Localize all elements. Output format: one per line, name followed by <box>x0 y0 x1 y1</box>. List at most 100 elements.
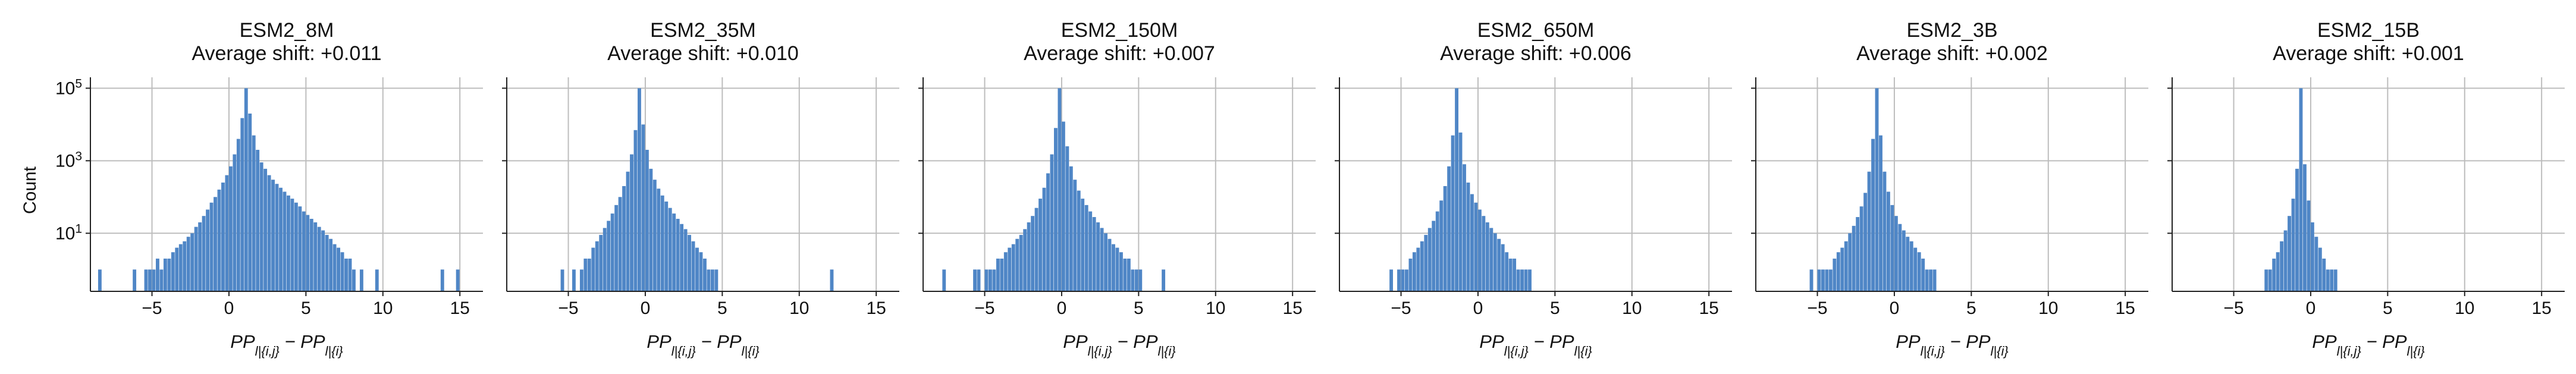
histogram-bar <box>1138 269 1143 291</box>
histogram-bar <box>221 183 225 291</box>
histogram-bar <box>306 215 310 291</box>
histogram-bar <box>1058 88 1062 291</box>
histogram-bar <box>1909 241 1913 291</box>
histogram-bar <box>159 269 164 291</box>
histogram-bar <box>2307 200 2311 291</box>
histogram-bar <box>1034 208 1038 291</box>
histogram-bar <box>1439 200 1444 291</box>
panel-subtitle: Average shift: +0.002 <box>1856 42 2048 65</box>
histogram-bar <box>167 258 171 291</box>
histogram-bar <box>267 175 271 291</box>
x-tick-label: 15 <box>1699 298 1718 318</box>
histogram-bar <box>1420 241 1424 291</box>
panel-title: ESM2_35M <box>650 19 756 42</box>
panel-subtitle: Average shift: +0.007 <box>1024 42 1215 65</box>
histogram-bar <box>1485 222 1489 291</box>
x-tick-label: 10 <box>1206 298 1225 318</box>
histogram-bar <box>171 252 175 291</box>
histogram-bar <box>1112 244 1115 291</box>
histogram-bar <box>1401 269 1405 291</box>
histogram-bar <box>344 258 348 291</box>
histogram-bar <box>688 235 691 291</box>
histogram-bar <box>279 187 283 291</box>
histogram-bar <box>984 269 989 291</box>
histogram-bar <box>1497 238 1501 291</box>
histogram-bar <box>830 269 834 291</box>
histogram-bar <box>1932 269 1937 291</box>
histogram-bar <box>1397 269 1401 291</box>
histogram-bar <box>1443 186 1447 291</box>
histogram-bar <box>714 269 718 291</box>
x-tick-label: 15 <box>2115 298 2135 318</box>
histogram-bar <box>599 235 603 291</box>
x-axis-label: PPl|{i,j} − PPl|{i} <box>2312 331 2425 359</box>
panel-title: ESM2_8M <box>240 19 334 42</box>
histogram-bar <box>1115 247 1119 291</box>
histogram-bar <box>1921 258 1925 291</box>
x-tick-label: −5 <box>1807 298 1827 318</box>
histogram-bar <box>1455 88 1458 291</box>
histogram-bar <box>359 269 363 291</box>
histogram-bar <box>317 227 321 291</box>
x-tick-label: 0 <box>2306 298 2316 318</box>
panel-subtitle: Average shift: +0.001 <box>2273 42 2464 65</box>
histogram-bar <box>660 195 664 291</box>
histogram-bar <box>992 269 996 291</box>
histogram-bar <box>1042 187 1046 291</box>
histogram-bar <box>332 244 337 291</box>
histogram-bar <box>1119 252 1123 291</box>
histogram-bar <box>1516 269 1520 291</box>
histogram-bar <box>252 135 256 291</box>
histogram-bar <box>614 205 619 291</box>
histogram-bar <box>2295 168 2299 291</box>
histogram-bar <box>1008 247 1012 291</box>
histogram-bar <box>603 228 607 291</box>
histogram-bar <box>1073 180 1077 291</box>
histogram-bar <box>695 247 699 291</box>
x-tick-label: 0 <box>1890 298 1900 318</box>
histogram-bar <box>256 149 260 291</box>
histogram-bar <box>1524 269 1528 291</box>
histogram-bar <box>2268 269 2272 291</box>
histogram-bar <box>1825 269 1829 291</box>
x-tick-label: −5 <box>142 298 162 318</box>
histogram-bar <box>1432 221 1436 291</box>
histogram-bar <box>560 269 564 291</box>
histogram-bar <box>1859 206 1863 291</box>
histogram-bar <box>645 149 649 291</box>
histogram-bar <box>248 113 252 291</box>
histogram-bar <box>287 195 290 291</box>
histogram-bar <box>290 199 294 291</box>
histogram-bar <box>348 258 352 291</box>
histogram-bar <box>1092 217 1096 291</box>
histogram-bar <box>1412 252 1416 291</box>
histogram-bar <box>1817 269 1821 291</box>
histogram-bar <box>699 252 703 291</box>
histogram-bar <box>152 269 156 291</box>
histogram-bar <box>1493 233 1497 291</box>
histogram-bar <box>683 229 688 291</box>
histogram-bar <box>1065 146 1069 291</box>
histogram-bar <box>996 258 1000 291</box>
x-tick-label: −5 <box>1391 298 1411 318</box>
histogram-bar <box>440 269 444 291</box>
x-axis-label: PPl|{i,j} − PPl|{i} <box>1063 331 1176 359</box>
x-axis-label: PPl|{i,j} − PPl|{i} <box>647 331 760 359</box>
histogram-bar <box>977 269 981 291</box>
histogram-bar <box>664 201 669 291</box>
histogram-bar <box>691 241 695 291</box>
panel-subtitle: Average shift: +0.010 <box>607 42 799 65</box>
histogram-bar <box>133 269 137 291</box>
histogram-bar <box>148 269 152 291</box>
histogram-bar <box>240 118 244 291</box>
histogram-bar <box>1447 166 1451 291</box>
histogram-bar <box>1134 269 1138 291</box>
histogram-bar <box>1505 252 1509 291</box>
histogram-bar <box>98 269 102 291</box>
histogram-bar <box>1061 121 1065 291</box>
